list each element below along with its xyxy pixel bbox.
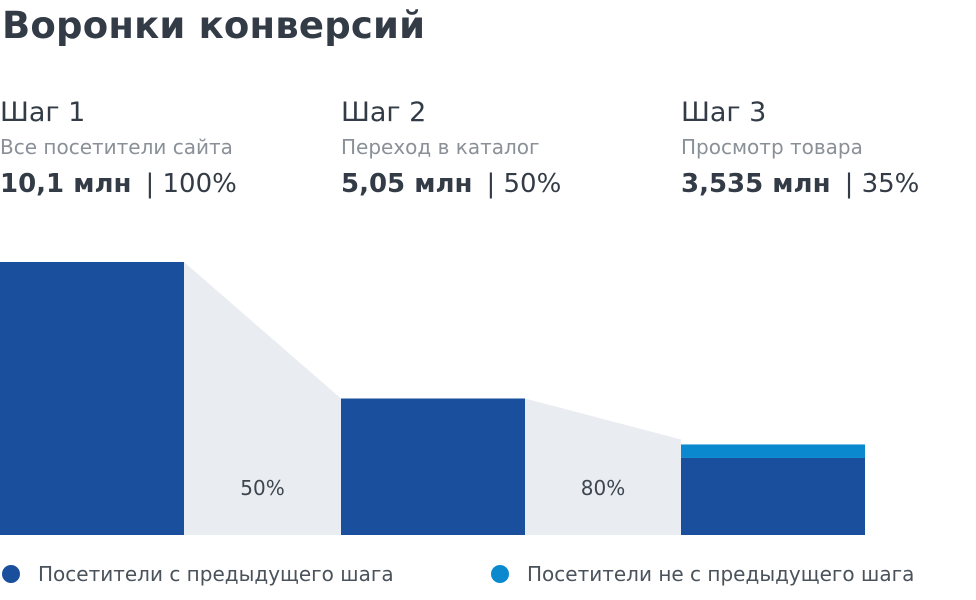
step-2-name: Шаг 2 xyxy=(341,97,427,128)
legend-item-prev-step: Посетители с предыдущего шага xyxy=(2,562,394,586)
bar-not-prev-step-3 xyxy=(681,444,865,458)
conversion-label-2: 80% xyxy=(581,476,625,500)
bar-prev-step-1 xyxy=(0,262,184,535)
step-1-percent: 100% xyxy=(162,169,237,199)
step-3-header: Шаг 3 Просмотр товара 3,535 млн | 35% xyxy=(681,96,919,200)
step-1-description: Все посетители сайта xyxy=(0,135,233,159)
step-2-separator: | xyxy=(486,169,504,199)
step-3-percent: 35% xyxy=(861,169,920,199)
legend-dot-prev-step xyxy=(2,565,20,583)
step-3-description: Просмотр товара xyxy=(681,135,863,159)
step-1-value: 10,1 млн xyxy=(0,169,132,199)
page-title: Воронки конверсий xyxy=(2,4,426,47)
legend-item-not-prev-step: Посетители не с предыдущего шага xyxy=(491,562,914,586)
step-2-header: Шаг 2 Переход в каталог 5,05 млн | 50% xyxy=(341,96,561,200)
conversion-band-1 xyxy=(184,262,341,535)
step-3-stats: 3,535 млн | 35% xyxy=(681,168,919,200)
legend-label-prev-step: Посетители с предыдущего шага xyxy=(38,562,394,586)
step-2-description: Переход в каталог xyxy=(341,135,540,159)
step-3-separator: | xyxy=(844,169,862,199)
step-2-value: 5,05 млн xyxy=(341,169,473,199)
conversion-band-2 xyxy=(525,398,681,535)
step-2-stats: 5,05 млн | 50% xyxy=(341,168,561,200)
step-1-separator: | xyxy=(145,169,163,199)
legend-label-not-prev-step: Посетители не с предыдущего шага xyxy=(527,562,915,586)
conversion-label-1: 50% xyxy=(240,476,284,500)
step-3-name: Шаг 3 xyxy=(681,97,767,128)
step-2-percent: 50% xyxy=(503,169,562,199)
step-1-stats: 10,1 млн | 100% xyxy=(0,168,237,200)
bar-prev-step-3 xyxy=(681,457,865,535)
bar-prev-step-2 xyxy=(341,398,525,535)
legend-dot-not-prev-step xyxy=(491,565,509,583)
step-3-value: 3,535 млн xyxy=(681,169,831,199)
funnel-chart: 50% 80% xyxy=(0,262,865,535)
step-1-name: Шаг 1 xyxy=(0,97,86,128)
step-1-header: Шаг 1 Все посетители сайта 10,1 млн | 100… xyxy=(0,96,237,200)
